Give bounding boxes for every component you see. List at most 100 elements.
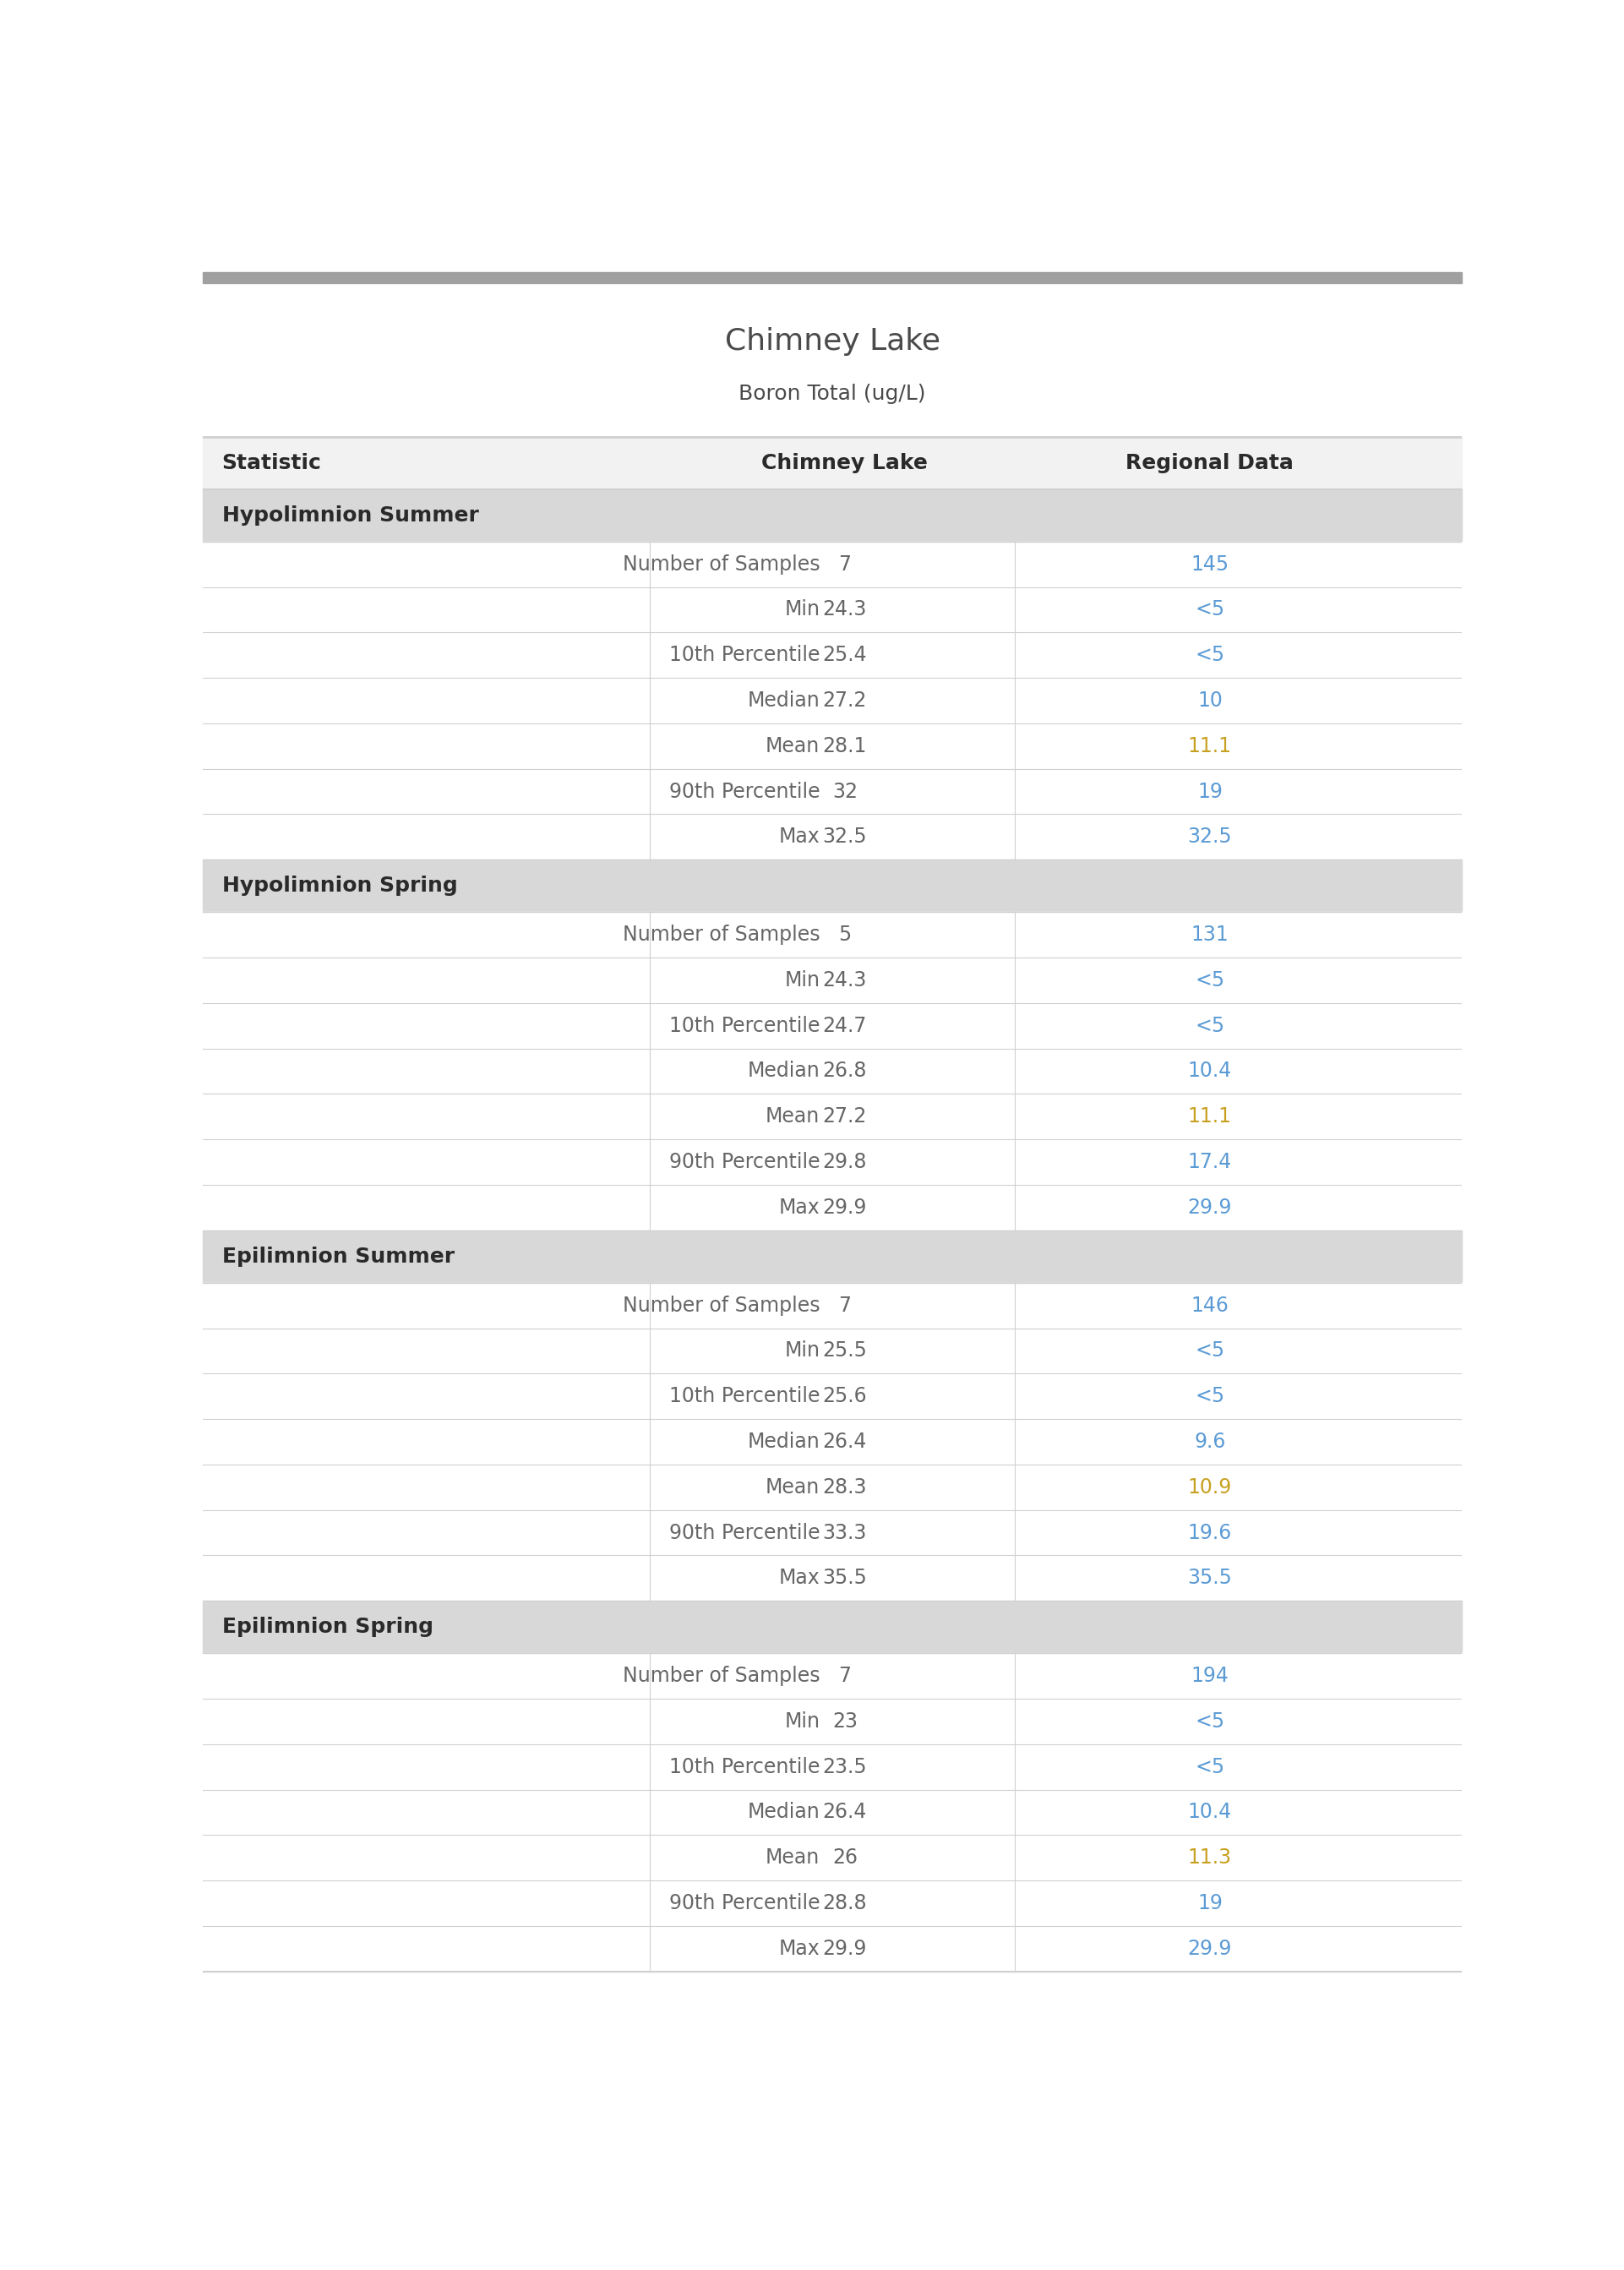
Text: Median: Median <box>747 1060 820 1081</box>
Text: 145: 145 <box>1190 554 1229 574</box>
Bar <box>203 1230 1462 1283</box>
Text: 10.4: 10.4 <box>1187 1802 1233 1823</box>
Bar <box>203 860 1462 913</box>
Text: 90th Percentile: 90th Percentile <box>669 1151 820 1171</box>
Text: 11.1: 11.1 <box>1187 1105 1233 1126</box>
Bar <box>203 1925 1462 1970</box>
Bar <box>203 1698 1462 1743</box>
Text: <5: <5 <box>1195 599 1224 620</box>
Bar <box>203 770 1462 815</box>
Text: 28.3: 28.3 <box>823 1478 867 1498</box>
Text: 10th Percentile: 10th Percentile <box>669 645 820 665</box>
Text: 27.2: 27.2 <box>823 690 867 711</box>
Text: <5: <5 <box>1195 1342 1224 1362</box>
Text: Max: Max <box>778 826 820 847</box>
Bar <box>203 913 1462 958</box>
Bar <box>203 1419 1462 1464</box>
Bar <box>203 1880 1462 1925</box>
Bar <box>203 488 1462 543</box>
Text: Number of Samples: Number of Samples <box>622 1666 820 1687</box>
Bar <box>203 1094 1462 1140</box>
Text: Min: Min <box>784 599 820 620</box>
Bar <box>203 1464 1462 1510</box>
Text: 10th Percentile: 10th Percentile <box>669 1757 820 1777</box>
Text: Number of Samples: Number of Samples <box>622 924 820 944</box>
Text: 11.1: 11.1 <box>1187 735 1233 756</box>
Bar <box>203 1140 1462 1185</box>
Text: Chimney Lake: Chimney Lake <box>724 327 940 356</box>
Text: Median: Median <box>747 690 820 711</box>
Text: 10th Percentile: 10th Percentile <box>669 1387 820 1407</box>
Text: Max: Max <box>778 1196 820 1217</box>
Bar <box>203 633 1462 679</box>
Bar <box>203 958 1462 1003</box>
Text: 10.9: 10.9 <box>1187 1478 1233 1498</box>
Bar <box>203 1555 1462 1600</box>
Text: 10th Percentile: 10th Percentile <box>669 1015 820 1035</box>
Text: Min: Min <box>784 1342 820 1362</box>
Text: 24.7: 24.7 <box>823 1015 867 1035</box>
Bar <box>203 272 1462 284</box>
Text: 24.3: 24.3 <box>823 969 867 990</box>
Text: 26.4: 26.4 <box>823 1432 867 1453</box>
Text: <5: <5 <box>1195 645 1224 665</box>
Text: <5: <5 <box>1195 1712 1224 1732</box>
Text: 26: 26 <box>831 1848 857 1868</box>
Text: 23.5: 23.5 <box>823 1757 867 1777</box>
Text: Mean: Mean <box>765 1848 820 1868</box>
Text: 7: 7 <box>838 1666 851 1687</box>
Bar <box>203 1283 1462 1328</box>
Text: Max: Max <box>778 1569 820 1589</box>
Text: 194: 194 <box>1190 1666 1229 1687</box>
Text: 29.9: 29.9 <box>1187 1939 1233 1959</box>
Text: 25.4: 25.4 <box>823 645 867 665</box>
Bar <box>203 1049 1462 1094</box>
Text: 19.6: 19.6 <box>1187 1523 1233 1544</box>
Text: 29.9: 29.9 <box>823 1939 867 1959</box>
Bar <box>203 1600 1462 1653</box>
Bar <box>203 1373 1462 1419</box>
Text: Statistic: Statistic <box>222 452 322 472</box>
Text: 28.8: 28.8 <box>823 1893 867 1914</box>
Text: 25.6: 25.6 <box>823 1387 867 1407</box>
Text: 35.5: 35.5 <box>822 1569 867 1589</box>
Text: 10.4: 10.4 <box>1187 1060 1233 1081</box>
Text: 32: 32 <box>831 781 857 801</box>
Text: 90th Percentile: 90th Percentile <box>669 1893 820 1914</box>
Text: 35.5: 35.5 <box>1187 1569 1233 1589</box>
Text: 146: 146 <box>1190 1296 1229 1317</box>
Text: Boron Total (ug/L): Boron Total (ug/L) <box>739 384 926 404</box>
Bar <box>203 1789 1462 1834</box>
Text: Regional Data: Regional Data <box>1125 452 1294 472</box>
Text: Chimney Lake: Chimney Lake <box>762 452 927 472</box>
Text: <5: <5 <box>1195 969 1224 990</box>
Text: 24.3: 24.3 <box>823 599 867 620</box>
Text: Mean: Mean <box>765 1478 820 1498</box>
Text: 26.4: 26.4 <box>823 1802 867 1823</box>
Text: 29.9: 29.9 <box>1187 1196 1233 1217</box>
Text: 23: 23 <box>831 1712 857 1732</box>
Text: 29.9: 29.9 <box>823 1196 867 1217</box>
Text: Epilimnion Summer: Epilimnion Summer <box>222 1246 455 1267</box>
Text: <5: <5 <box>1195 1387 1224 1407</box>
Text: 27.2: 27.2 <box>823 1105 867 1126</box>
Bar <box>203 543 1462 588</box>
Bar <box>203 1743 1462 1789</box>
Bar <box>203 1510 1462 1555</box>
Text: Min: Min <box>784 1712 820 1732</box>
Text: 10: 10 <box>1197 690 1223 711</box>
Text: Epilimnion Spring: Epilimnion Spring <box>222 1616 434 1637</box>
Text: Number of Samples: Number of Samples <box>622 1296 820 1317</box>
Bar <box>203 815 1462 860</box>
Text: 32.5: 32.5 <box>1187 826 1233 847</box>
Text: Median: Median <box>747 1432 820 1453</box>
Text: 7: 7 <box>838 1296 851 1317</box>
Text: 11.3: 11.3 <box>1187 1848 1233 1868</box>
Text: Hypolimnion Spring: Hypolimnion Spring <box>222 876 458 897</box>
Text: Mean: Mean <box>765 735 820 756</box>
Text: 32.5: 32.5 <box>823 826 867 847</box>
Text: Median: Median <box>747 1802 820 1823</box>
Bar <box>203 436 1462 488</box>
Text: 29.8: 29.8 <box>823 1151 867 1171</box>
Bar <box>203 1003 1462 1049</box>
